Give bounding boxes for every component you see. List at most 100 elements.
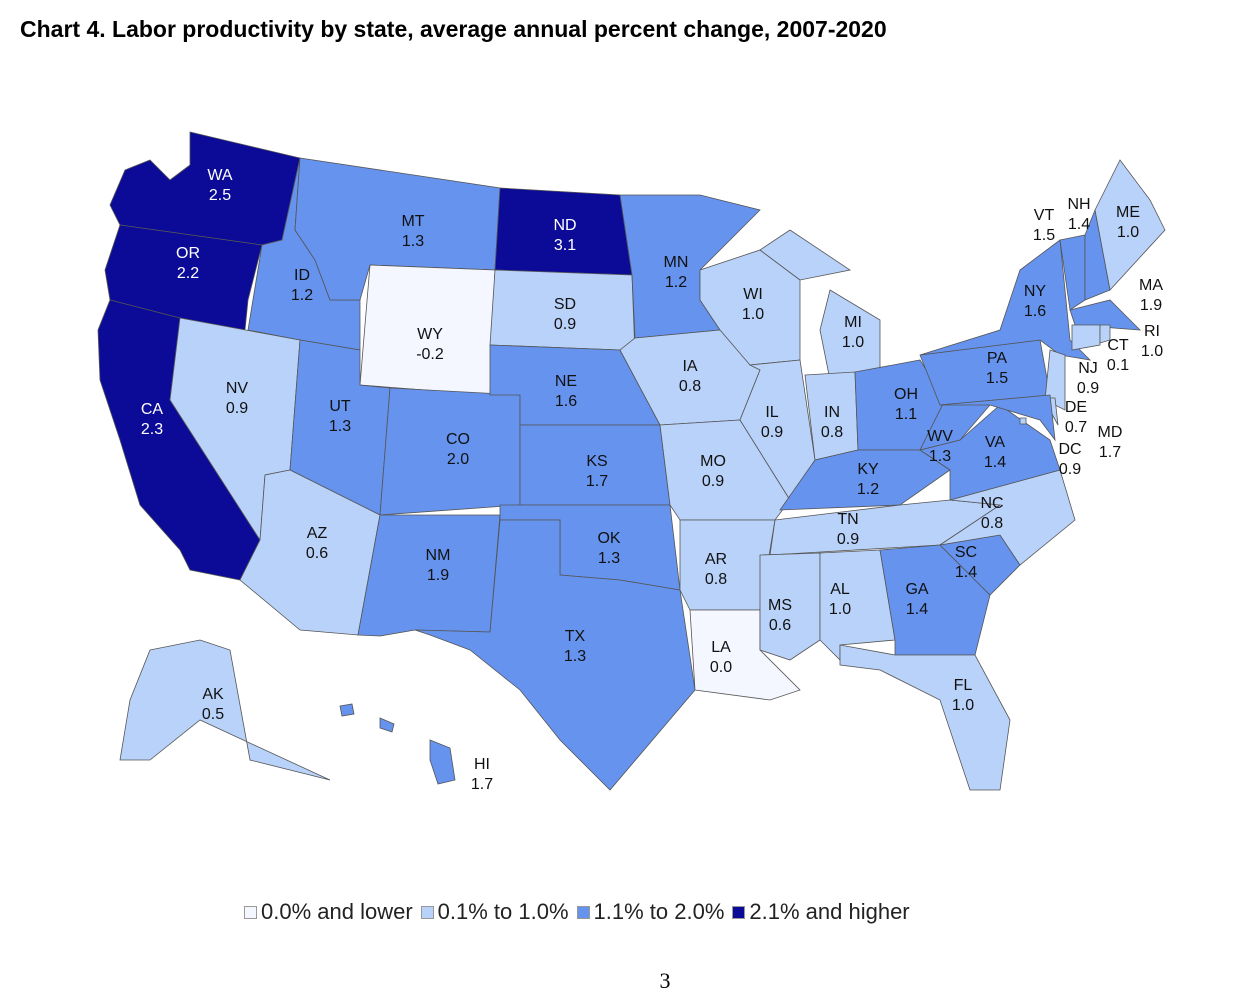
state-abbr-label: CO [446, 431, 470, 448]
state-abbr-label: VA [985, 434, 1005, 451]
state-value-label: 0.7 [1065, 419, 1087, 436]
legend: 0.0% and lower 0.1% to 1.0% 1.1% to 2.0%… [244, 899, 910, 925]
state-value-label: 1.3 [402, 233, 424, 250]
legend-label: 0.1% to 1.0% [437, 899, 569, 924]
state-tx [414, 519, 696, 791]
state-va [919, 404, 1061, 501]
state-abbr-label: AZ [307, 525, 328, 542]
legend-item: 0.0% and lower [244, 899, 413, 925]
state-value-label: 0.6 [306, 545, 328, 562]
state-hi [339, 703, 456, 785]
state-abbr-label: MD [1098, 424, 1123, 441]
legend-label: 0.0% and lower [261, 899, 413, 924]
state-value-label: 1.2 [857, 481, 879, 498]
legend-item: 2.1% and higher [732, 899, 910, 925]
state-abbr-label: IA [682, 358, 697, 375]
state-value-label: 1.0 [842, 334, 864, 351]
state-abbr-label: OK [597, 530, 620, 547]
state-abbr-label: VT [1034, 207, 1055, 224]
state-abbr-label: MA [1139, 277, 1163, 294]
state-value-label: 0.5 [202, 706, 224, 723]
state-abbr-label: AR [705, 551, 727, 568]
state-value-label: 1.2 [291, 287, 313, 304]
legend-swatch [244, 905, 257, 919]
state-value-label: 1.4 [984, 454, 1006, 471]
state-abbr-label: SD [554, 296, 576, 313]
state-abbr-label: AL [830, 581, 850, 598]
state-value-label: 1.6 [1024, 303, 1046, 320]
state-abbr-label: FL [954, 677, 973, 694]
state-ri [1099, 324, 1111, 344]
page-number: 3 [659, 968, 671, 993]
state-abbr-label: OR [176, 245, 200, 262]
state-abbr-label: ME [1116, 204, 1140, 221]
state-abbr-label: NY [1024, 283, 1047, 300]
state-abbr-label: WA [207, 167, 233, 184]
legend-swatch [576, 905, 590, 919]
state-md [939, 394, 1056, 442]
state-value-label: -0.2 [416, 346, 444, 363]
state-abbr-label: TX [565, 628, 586, 645]
state-value-label: 0.8 [981, 515, 1003, 532]
state-ct [1071, 324, 1101, 351]
state-abbr-label: NJ [1078, 360, 1098, 377]
state-value-label: 1.4 [906, 601, 928, 618]
state-abbr-label: DC [1058, 441, 1081, 458]
state-abbr-label: DE [1065, 399, 1087, 416]
legend-swatch [732, 905, 746, 919]
state-value-label: 1.2 [665, 274, 687, 291]
state-abbr-label: NV [226, 380, 249, 397]
state-ma [1069, 299, 1142, 331]
state-value-label: 0.9 [1059, 461, 1081, 478]
state-value-label: 1.3 [564, 648, 586, 665]
state-abbr-label: NE [555, 373, 577, 390]
state-value-label: 3.1 [554, 237, 576, 254]
state-value-label: 1.0 [1117, 224, 1139, 241]
state-abbr-label: AK [202, 686, 224, 703]
state-value-label: 0.9 [554, 316, 576, 333]
state-abbr-label: MS [768, 597, 792, 614]
state-value-label: 2.0 [447, 451, 469, 468]
state-value-label: 0.8 [821, 424, 843, 441]
state-value-label: 0.9 [1077, 380, 1099, 397]
state-value-label: 2.3 [141, 421, 163, 438]
state-value-label: 1.9 [1140, 297, 1162, 314]
state-value-label: 1.7 [1099, 444, 1121, 461]
state-value-label: 1.5 [986, 370, 1008, 387]
state-value-label: 1.6 [555, 393, 577, 410]
state-abbr-label: NM [426, 547, 451, 564]
state-value-label: 1.9 [427, 567, 449, 584]
state-abbr-label: NC [980, 495, 1003, 512]
state-value-label: 0.9 [226, 400, 248, 417]
legend-item: 1.1% to 2.0% [576, 899, 725, 925]
state-value-label: 1.0 [742, 306, 764, 323]
state-ak [119, 639, 331, 781]
state-abbr-label: IL [765, 404, 778, 421]
state-value-label: 0.0 [710, 659, 732, 676]
state-abbr-label: SC [955, 544, 977, 561]
state-abbr-label: KY [857, 461, 879, 478]
legend-label: 1.1% to 2.0% [593, 899, 725, 924]
state-value-label: 0.9 [837, 531, 859, 548]
state-ny [919, 239, 1092, 361]
state-abbr-label: NH [1067, 196, 1090, 213]
state-value-label: 1.5 [1033, 227, 1055, 244]
state-value-label: 1.0 [952, 697, 974, 714]
state-value-label: 0.8 [705, 571, 727, 588]
state-abbr-label: WY [417, 326, 443, 343]
state-abbr-label: WV [927, 428, 953, 445]
state-abbr-label: WI [743, 286, 763, 303]
state-me [1094, 159, 1166, 291]
state-abbr-label: HI [474, 756, 490, 773]
legend-item: 0.1% to 1.0% [420, 899, 569, 925]
state-abbr-label: RI [1144, 323, 1160, 340]
state-abbr-label: MI [844, 314, 862, 331]
state-abbr-label: IN [824, 404, 840, 421]
state-value-label: 1.3 [929, 448, 951, 465]
state-value-label: 1.0 [829, 601, 851, 618]
state-abbr-label: MN [664, 254, 689, 271]
state-value-label: 1.4 [955, 564, 977, 581]
state-value-label: 2.2 [177, 265, 199, 282]
legend-label: 2.1% and higher [749, 899, 910, 924]
